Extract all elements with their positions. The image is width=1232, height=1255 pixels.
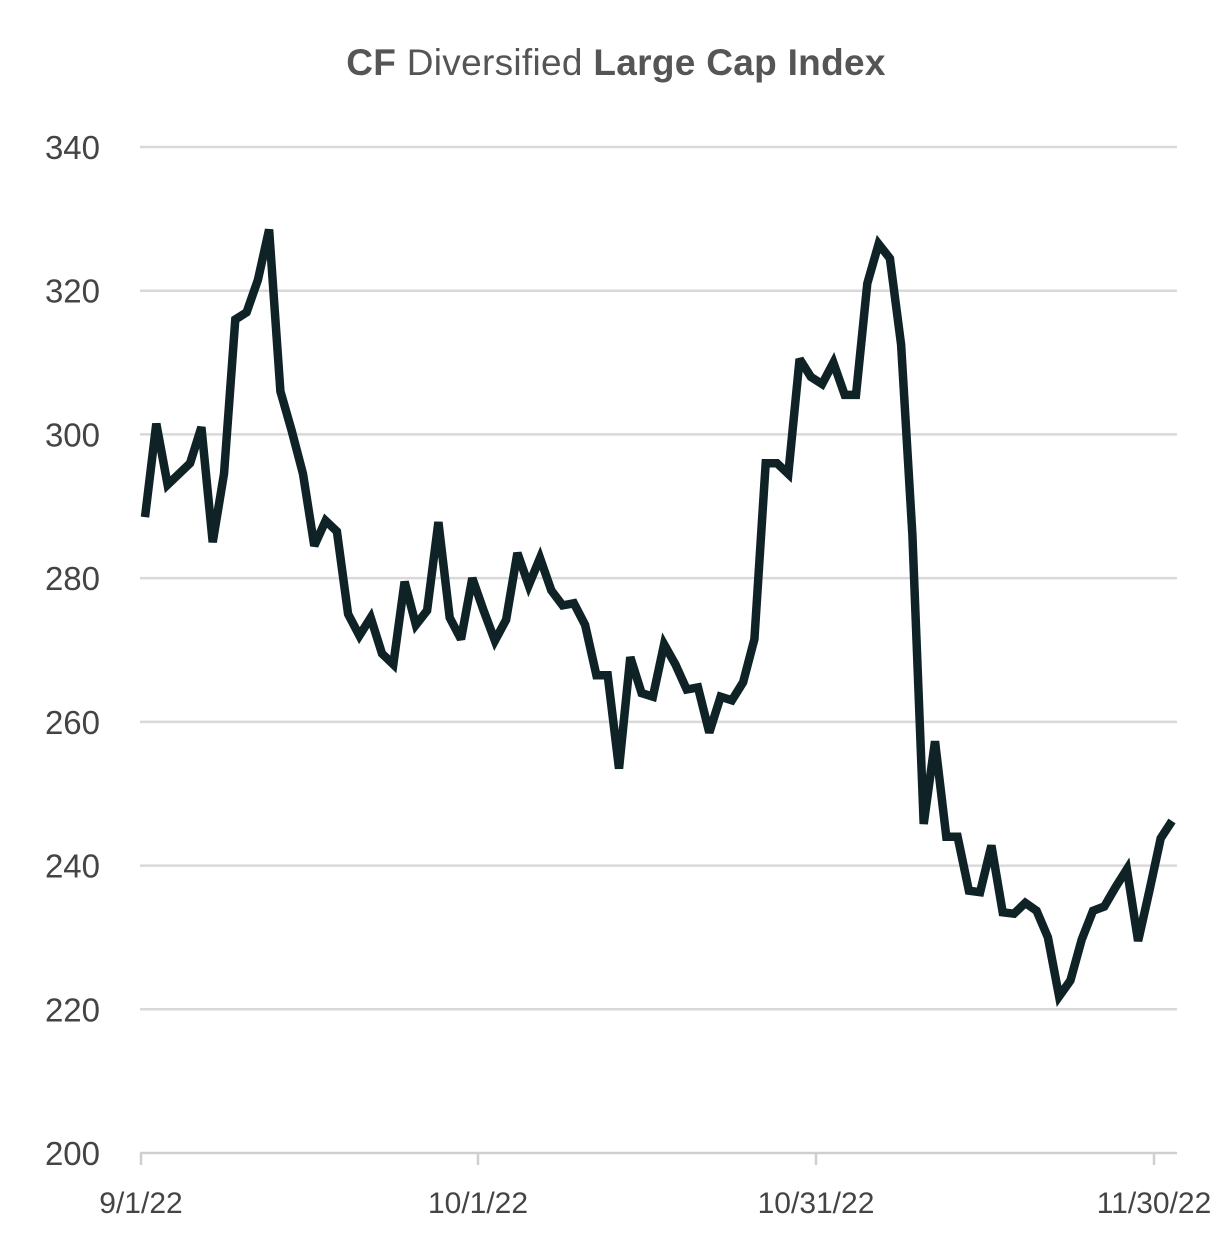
title-part-1: Diversified bbox=[396, 42, 594, 83]
y-tick-label-220: 220 bbox=[45, 991, 100, 1028]
x-tick-label-3: 11/30/22 bbox=[1097, 1187, 1212, 1220]
x-tick-label-1: 10/1/22 bbox=[428, 1187, 528, 1220]
x-axis-tick-labels: 9/1/22 10/1/22 10/31/22 11/30/22 bbox=[99, 1187, 1211, 1220]
title-part-0: CF bbox=[346, 42, 397, 83]
x-tick-label-2: 10/31/22 bbox=[758, 1187, 875, 1220]
series-line-0 bbox=[140, 228, 1176, 1007]
y-tick-label-340: 340 bbox=[45, 129, 100, 166]
series-group bbox=[140, 228, 1176, 1007]
x-tick-label-0: 9/1/22 bbox=[99, 1187, 182, 1220]
y-tick-label-240: 240 bbox=[45, 848, 100, 885]
y-tick-label-280: 280 bbox=[45, 560, 100, 597]
grid-lines bbox=[140, 145, 1177, 1011]
y-tick-label-300: 300 bbox=[45, 416, 100, 453]
title-part-2: Large Cap Index bbox=[593, 42, 886, 83]
y-tick-label-260: 260 bbox=[45, 704, 100, 741]
chart-title: CF Diversified Large Cap Index bbox=[0, 42, 1232, 84]
y-tick-label-320: 320 bbox=[45, 273, 100, 310]
y-tick-label-200: 200 bbox=[45, 1135, 100, 1172]
y-axis-tick-labels: 200 220 240 260 280 300 320 340 bbox=[45, 129, 100, 1172]
x-axis bbox=[139, 1151, 1177, 1165]
